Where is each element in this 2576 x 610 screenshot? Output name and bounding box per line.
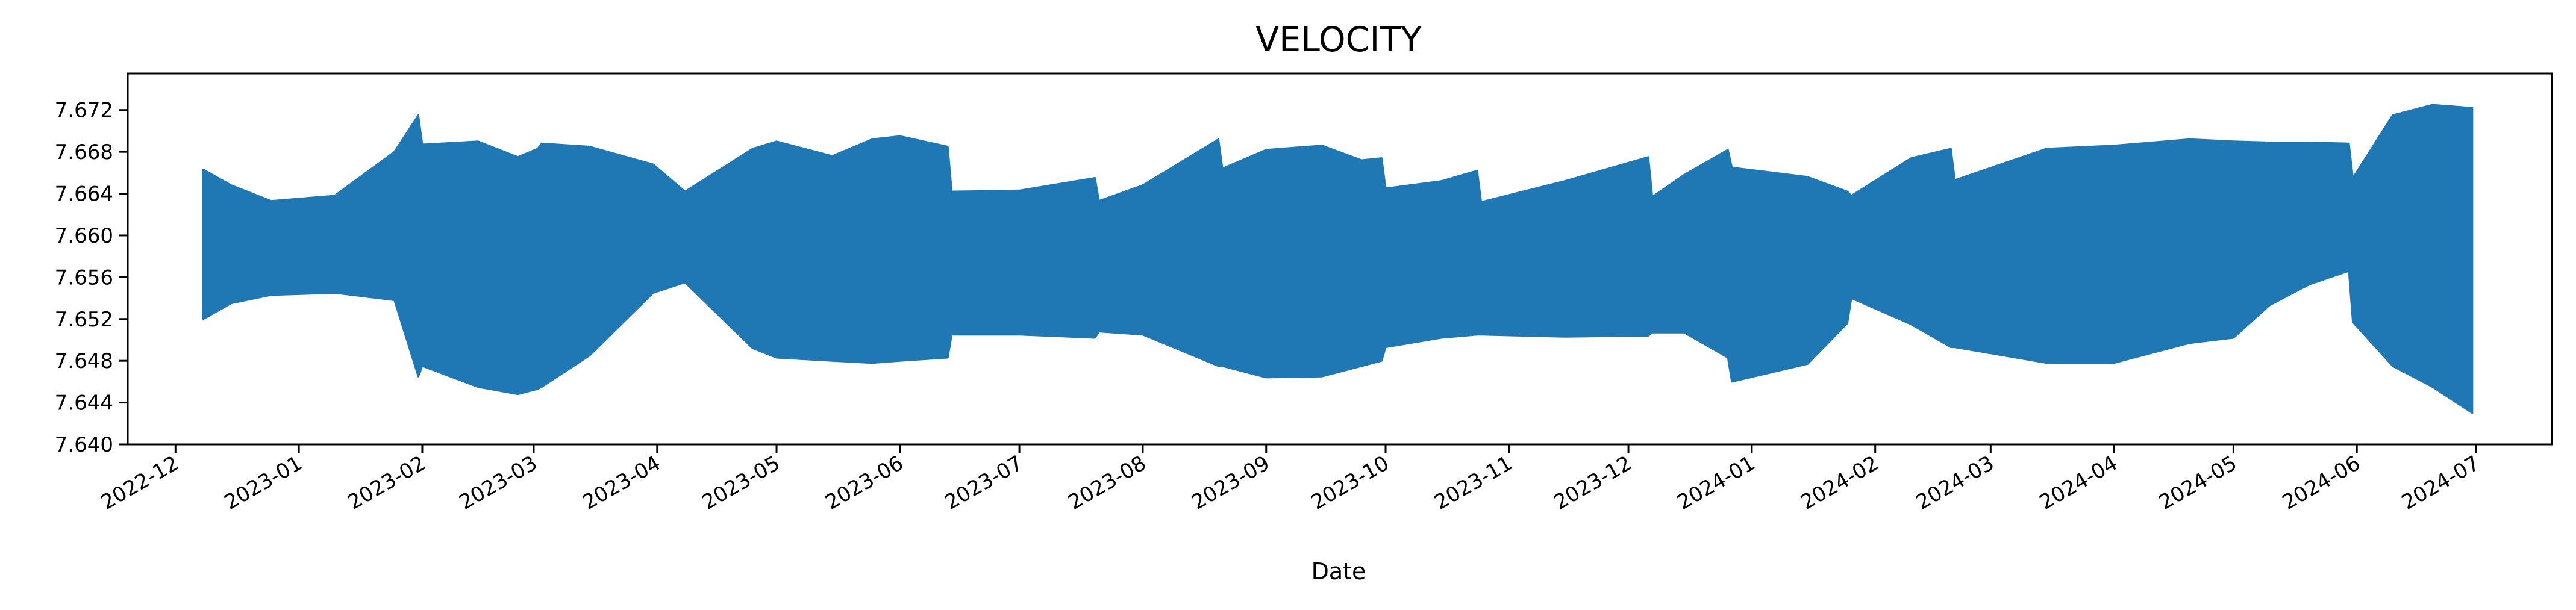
x-tick-label: 2024-04 <box>2036 451 2122 515</box>
y-tick-label: 7.664 <box>55 182 113 207</box>
x-tick-label: 2023-08 <box>1064 451 1150 515</box>
x-tick-label: 2024-06 <box>2278 451 2365 515</box>
y-tick-label: 7.660 <box>55 224 113 248</box>
x-tick-label: 2023-05 <box>698 451 784 515</box>
x-axis: 2022-12 2023-01 2023-02 2023-03 2023-04 2023-… <box>97 444 2484 515</box>
chart-title: VELOCITY <box>1255 20 1422 60</box>
y-tick-label: 7.652 <box>55 308 113 332</box>
x-tick-label: 2023-06 <box>821 451 907 515</box>
x-tick-label: 2024-07 <box>2398 451 2484 515</box>
y-axis: 7.640 7.644 7.648 7.652 7.656 7.660 7.664 7.668… <box>55 99 128 457</box>
x-tick-label: 2023-11 <box>1430 451 1516 515</box>
x-tick-label: 2023-01 <box>220 451 307 515</box>
x-tick-label: 2022-12 <box>97 451 183 515</box>
y-tick-label: 7.640 <box>55 433 113 457</box>
y-tick-label: 7.668 <box>55 140 113 164</box>
y-tick-label: 7.672 <box>55 99 113 123</box>
x-tick-label: 2023-12 <box>1550 451 1636 515</box>
x-tick-label: 2023-04 <box>578 451 664 515</box>
x-tick-label: 2024-03 <box>1912 451 1998 515</box>
x-tick-label: 2024-02 <box>1796 451 1883 515</box>
x-tick-label: 2024-01 <box>1673 451 1759 515</box>
x-tick-label: 2023-02 <box>343 451 430 515</box>
y-tick-label: 7.648 <box>55 349 113 373</box>
x-tick-label: 2023-10 <box>1307 451 1393 515</box>
x-tick-label: 2023-03 <box>455 451 541 515</box>
x-tick-label: 2023-09 <box>1187 451 1274 515</box>
x-tick-label: 2023-07 <box>941 451 1027 515</box>
y-tick-label: 7.644 <box>55 391 113 415</box>
x-tick-label: 2024-05 <box>2155 451 2241 515</box>
plot-frame <box>127 72 2553 446</box>
x-axis-label: Date <box>1311 558 1366 585</box>
velocity-series-area <box>202 104 2474 414</box>
y-tick-label: 7.656 <box>55 266 113 290</box>
